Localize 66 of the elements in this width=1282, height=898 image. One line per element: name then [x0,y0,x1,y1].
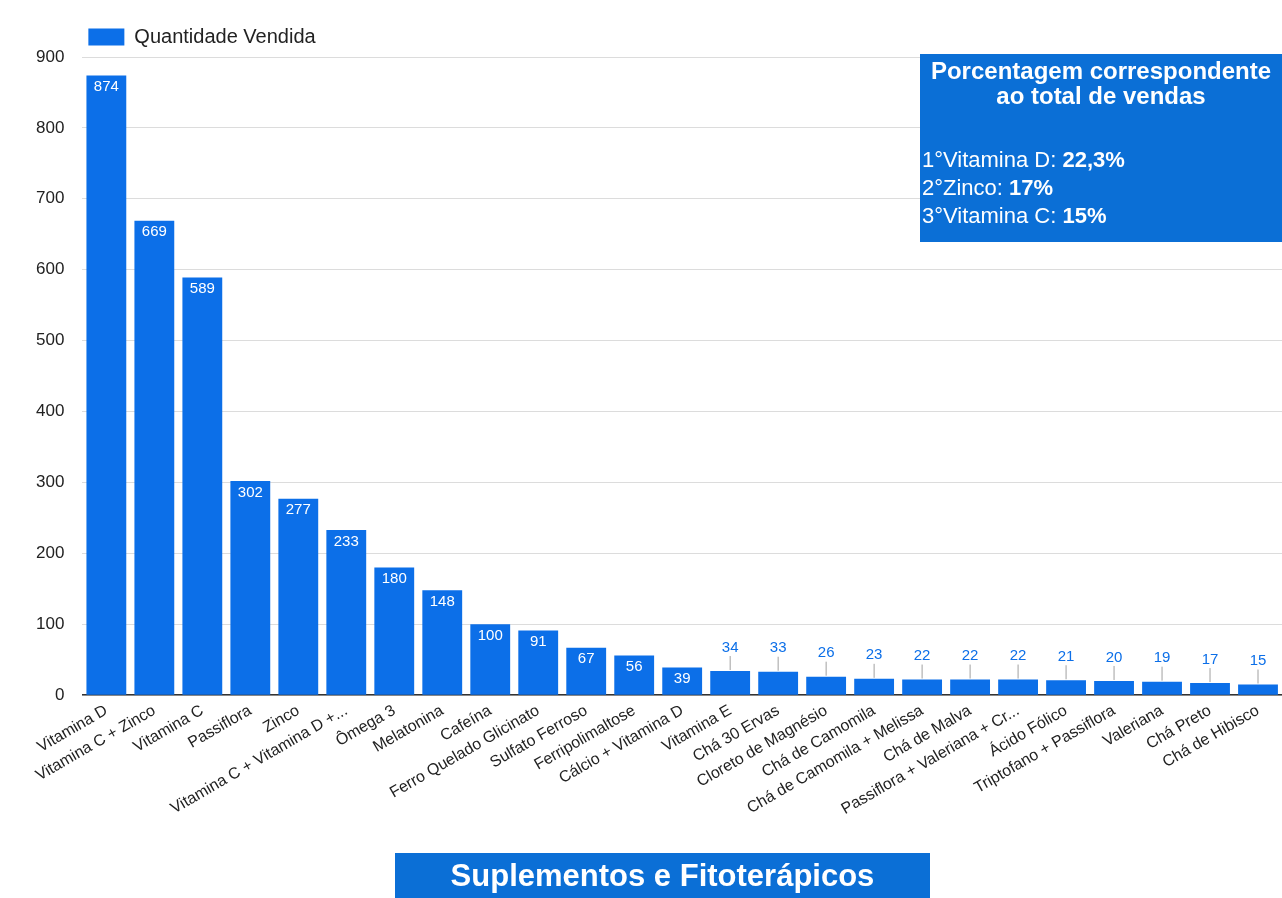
data-label: 669 [141,222,167,240]
y-tick-label: 100 [35,613,65,633]
bar [278,498,319,695]
bar [998,679,1038,695]
data-label: 34 [721,637,739,655]
bar [614,655,655,695]
y-tick-label: 500 [35,330,65,350]
data-label: 302 [237,482,263,500]
data-label: 19 [1153,648,1171,666]
bar [566,647,607,695]
bar [374,567,415,695]
bar [518,630,559,695]
data-label: 277 [285,500,311,518]
bar [1046,680,1086,695]
annotation: Porcentagem correspondente ao total de vendas [929,57,1273,109]
bar [1094,680,1134,695]
data-label: 39 [673,669,691,687]
data-label: 180 [381,569,407,587]
bar [950,679,991,695]
annotation: 3°Vitamina C: 15% [922,203,1107,228]
data-label: 22 [1009,646,1027,664]
x-axis-title: Suplementos e Fitoterápicos [395,853,930,898]
data-label: 91 [529,632,547,650]
bar [230,481,271,695]
y-tick-label: 0 [54,684,65,704]
data-label: 17 [1201,649,1219,667]
y-tick-label: 800 [35,117,65,137]
bar [182,277,223,695]
data-label: 874 [93,77,119,95]
bar [470,624,511,695]
data-label: 15 [1249,651,1267,669]
bar [86,75,127,695]
data-label: 233 [333,531,359,549]
annotation: 2°Zinco: 17% [922,175,1054,200]
legend-label: Quantidade Vendida [134,24,317,47]
y-tick-label: 200 [35,543,65,563]
y-tick-label: 700 [35,188,65,208]
data-label: 67 [577,649,595,667]
bar [806,676,847,695]
bar [1142,681,1182,695]
annotation: 1°Vitamina D: 22,3% [922,147,1125,172]
data-label: 22 [913,646,931,664]
bar [758,671,799,695]
data-label: 589 [189,279,215,297]
y-tick-label: 400 [35,401,65,421]
y-tick-label: 300 [35,472,65,492]
bar [902,679,943,695]
bar [854,678,895,695]
data-label: 56 [625,657,643,675]
data-label: 33 [769,638,787,656]
y-tick-label: 600 [35,259,65,279]
bar [662,667,703,695]
data-label: 148 [429,591,455,609]
data-label: 23 [865,645,883,663]
data-label: 26 [817,643,835,661]
data-label: 22 [961,646,979,664]
data-label: 21 [1057,646,1075,664]
data-label: 100 [477,625,503,643]
bar [422,590,463,695]
bar [1238,684,1278,695]
bar [710,671,751,695]
y-tick-label: 900 [35,46,65,66]
bar [326,529,367,695]
data-label: 20 [1105,647,1123,665]
bar [134,220,175,695]
bar [1190,683,1230,695]
